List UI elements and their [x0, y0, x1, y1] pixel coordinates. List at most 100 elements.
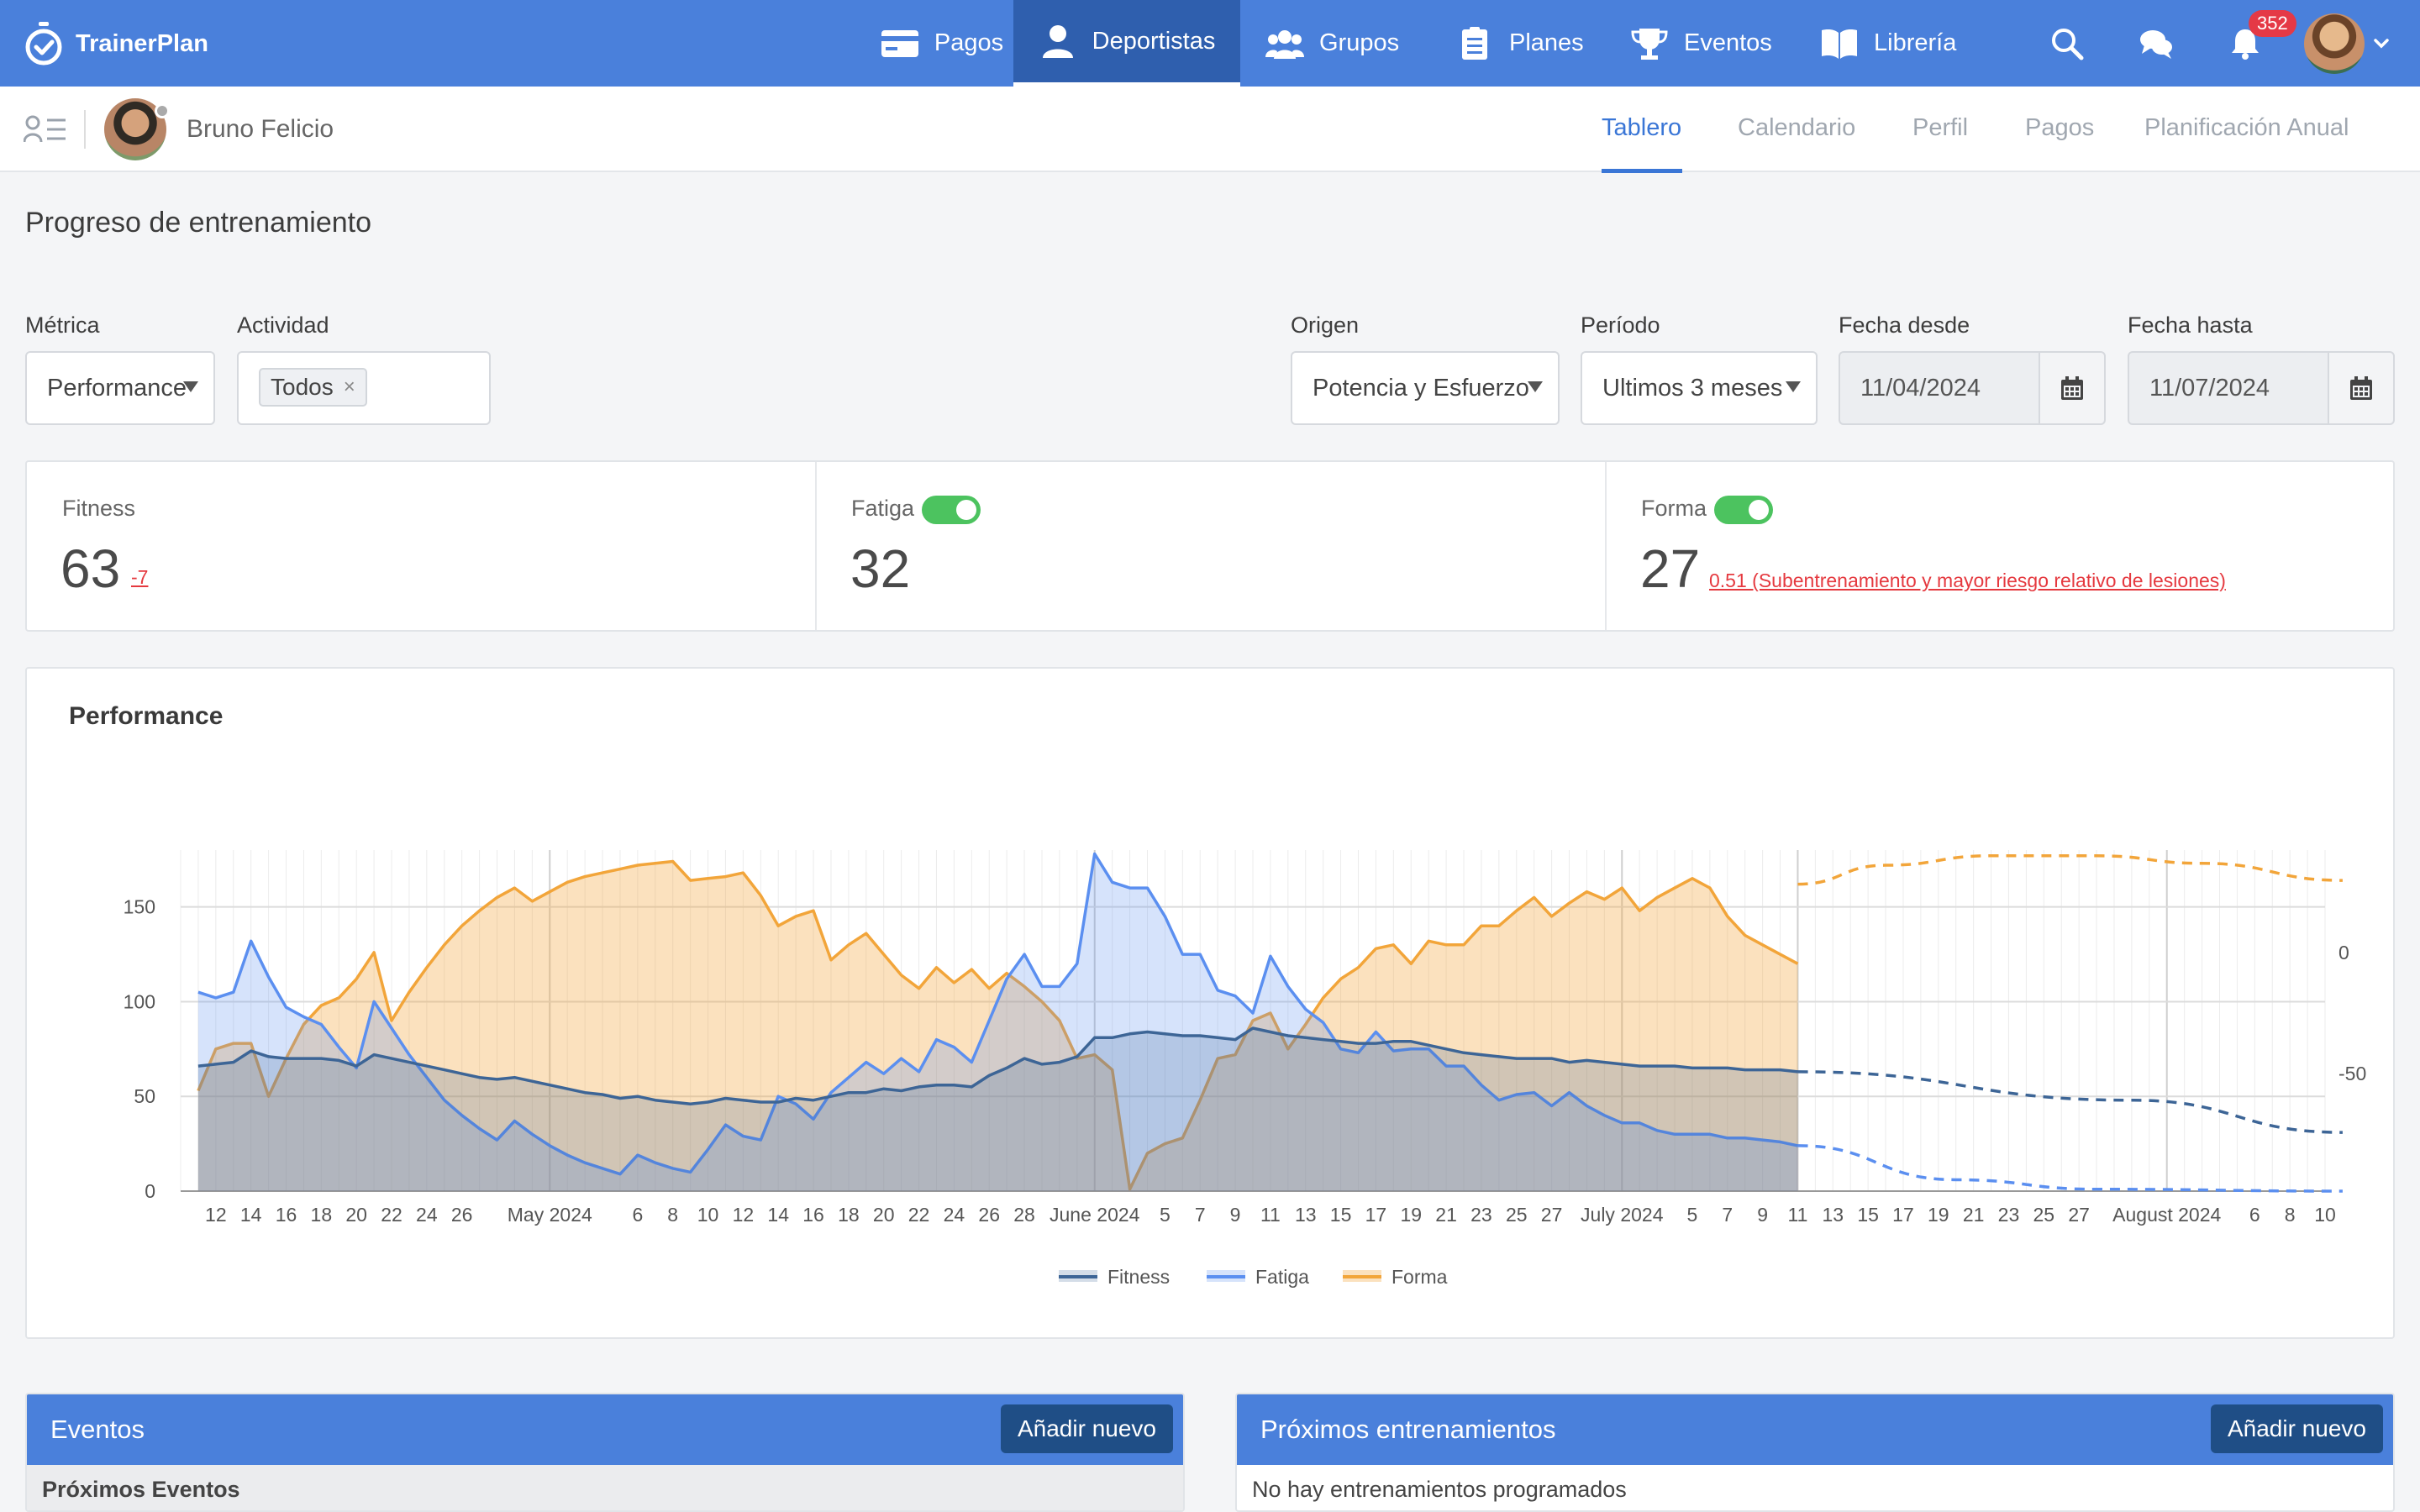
- x-axis-tick-label: 17: [1892, 1204, 1914, 1226]
- form-toggle[interactable]: [1714, 496, 1773, 524]
- trophy-icon: [1631, 28, 1668, 60]
- x-axis-tick-label: 22: [908, 1204, 930, 1226]
- brand-logo[interactable]: TrainerPlan: [24, 18, 208, 69]
- x-axis-tick-label: 10: [2314, 1204, 2336, 1226]
- x-axis-tick-label: 27: [1541, 1204, 1563, 1226]
- add-training-button[interactable]: Añadir nuevo: [2210, 1404, 2383, 1453]
- users-icon: [1265, 29, 1304, 59]
- x-axis-tick-label: 25: [1506, 1204, 1528, 1226]
- divider: [1605, 462, 1607, 630]
- x-axis-tick-label: 19: [1928, 1204, 1949, 1226]
- series-line-forma: [197, 859, 1799, 1191]
- legend-label-forma: Forma: [1392, 1266, 1448, 1288]
- fitness-delta-link[interactable]: -7: [131, 566, 149, 588]
- caret-down-icon: [183, 381, 198, 392]
- nav-deportistas[interactable]: Deportistas: [1013, 0, 1240, 87]
- trainings-panel-title: Próximos entrenamientos: [1260, 1415, 1556, 1444]
- x-axis-tick-label: 11: [1260, 1204, 1281, 1226]
- y-axis-right-tick-label: -50: [2338, 1063, 2366, 1084]
- nav-libreria[interactable]: Librería: [1820, 0, 1956, 87]
- x-axis-tick-label: 26: [451, 1204, 473, 1226]
- x-axis-tick-label: 8: [2285, 1204, 2296, 1226]
- chip-remove-icon[interactable]: ×: [343, 375, 355, 398]
- upcoming-events-header: Próximos Eventos: [27, 1465, 1183, 1510]
- date-from-input[interactable]: 11/04/2024: [1839, 351, 2042, 425]
- date-to-input[interactable]: 11/07/2024: [2128, 351, 2331, 425]
- nav-planes-label: Planes: [1509, 29, 1584, 56]
- nav-grupos-label: Grupos: [1319, 29, 1400, 56]
- metric-value: Performance: [47, 374, 187, 402]
- caret-down-icon: [1528, 381, 1543, 392]
- fatigue-value: 32: [850, 538, 911, 599]
- date-from-value: 11/04/2024: [1860, 374, 1981, 402]
- x-axis-tick-label: 6: [632, 1204, 643, 1226]
- brand-name: TrainerPlan: [76, 29, 208, 57]
- fatigue-toggle[interactable]: [922, 496, 981, 524]
- form-note-link[interactable]: 0.51 (Subentrenamiento y mayor riesgo re…: [1709, 570, 2226, 591]
- chat-bubbles-icon: [2140, 30, 2172, 59]
- x-axis-tick-label: 20: [345, 1204, 367, 1226]
- x-axis-tick-label: 18: [311, 1204, 333, 1226]
- user-avatar[interactable]: [2304, 13, 2365, 74]
- x-axis-tick-label: 9: [1230, 1204, 1241, 1226]
- date-to-value: 11/07/2024: [2149, 374, 2270, 402]
- tab-pagos[interactable]: Pagos: [2025, 114, 2095, 141]
- series-line-fatiga: [197, 852, 1798, 1176]
- nav-pagos[interactable]: Pagos: [871, 0, 1013, 87]
- add-event-button[interactable]: Añadir nuevo: [1000, 1404, 1173, 1453]
- x-axis-tick-label: 20: [873, 1204, 895, 1226]
- y-axis-tick-label: 100: [124, 990, 155, 1012]
- period-select[interactable]: Ultimos 3 meses: [1581, 351, 1818, 425]
- fatigue-label: Fatiga: [851, 496, 915, 521]
- origin-select[interactable]: Potencia y Esfuerzo: [1291, 351, 1560, 425]
- metric-label: Métrica: [25, 312, 100, 338]
- y-axis-tick-label: 0: [145, 1180, 155, 1202]
- athlete-list-icon[interactable]: [24, 113, 67, 147]
- search-button[interactable]: [2045, 22, 2089, 66]
- series-projection-forma: [1797, 854, 2343, 886]
- nav-libreria-label: Librería: [1874, 29, 1957, 56]
- x-axis-tick-label: 15: [1330, 1204, 1352, 1226]
- activity-chip-label: Todos: [271, 374, 334, 400]
- tab-tablero[interactable]: Tablero: [1602, 114, 1682, 141]
- nav-grupos[interactable]: Grupos: [1265, 0, 1399, 87]
- x-axis-tick-label: 14: [240, 1204, 262, 1226]
- x-axis-tick-label: 22: [381, 1204, 402, 1226]
- fitness-value: 63: [60, 538, 121, 599]
- tab-perfil[interactable]: Perfil: [1912, 114, 1969, 141]
- legend-label-fatiga: Fatiga: [1255, 1266, 1309, 1288]
- series-area-fatiga: [197, 853, 1798, 1191]
- x-axis-tick-label: 5: [1160, 1204, 1171, 1226]
- date-from-label: Fecha desde: [1839, 312, 1970, 338]
- y-axis-tick-label: 50: [134, 1085, 155, 1107]
- top-navbar: TrainerPlan Pagos Deportistas Grupos Pla…: [0, 0, 2420, 87]
- tab-planificacion-anual[interactable]: Planificación Anual: [2144, 114, 2349, 141]
- activity-label: Actividad: [237, 312, 329, 338]
- x-axis-tick-label: 6: [2249, 1204, 2260, 1226]
- date-from-calendar-button[interactable]: [2039, 351, 2106, 425]
- period-value: Ultimos 3 meses: [1602, 374, 1783, 402]
- series-projection-fitness: [1797, 1070, 2343, 1134]
- date-to-calendar-button[interactable]: [2328, 351, 2395, 425]
- y-axis-right-tick-label: 0: [2338, 942, 2349, 963]
- x-axis-tick-label: 12: [733, 1204, 755, 1226]
- tab-calendario[interactable]: Calendario: [1738, 114, 1856, 141]
- nav-planes[interactable]: Planes: [1455, 0, 1584, 87]
- athlete-name: Bruno Felicio: [187, 115, 334, 143]
- chevron-down-icon[interactable]: [2370, 32, 2393, 55]
- nav-eventos[interactable]: Eventos: [1630, 0, 1772, 87]
- activity-chip: Todos ×: [259, 368, 367, 407]
- origin-label: Origen: [1291, 312, 1360, 338]
- nav-eventos-label: Eventos: [1684, 29, 1772, 56]
- bell-icon: [2232, 29, 2259, 60]
- metric-select[interactable]: Performance: [25, 351, 215, 425]
- x-axis-tick-label: 25: [2033, 1204, 2055, 1226]
- x-axis-tick-label: 28: [1013, 1204, 1035, 1226]
- messages-button[interactable]: [2134, 22, 2178, 66]
- notification-count-badge: 352: [2249, 10, 2296, 37]
- notifications-button[interactable]: [2223, 22, 2267, 66]
- x-axis-tick-label: 24: [416, 1204, 438, 1226]
- form-label: Forma: [1641, 496, 1707, 521]
- form-value: 27: [1640, 538, 1701, 599]
